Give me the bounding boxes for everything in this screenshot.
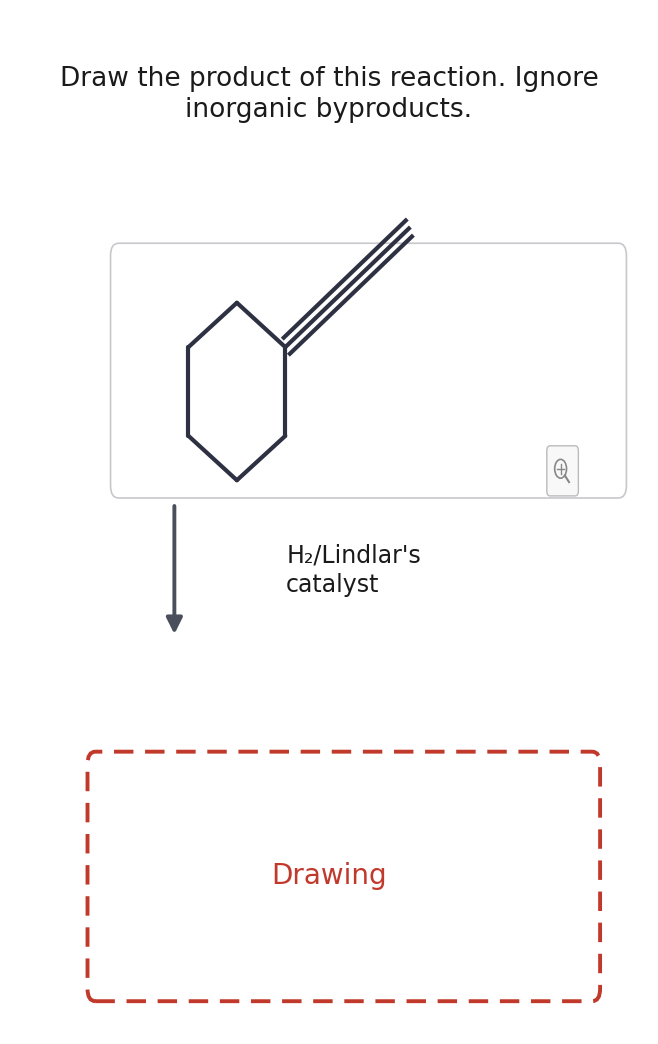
FancyBboxPatch shape	[111, 243, 626, 498]
Text: Draw the product of this reaction. Ignore: Draw the product of this reaction. Ignor…	[60, 67, 598, 92]
Text: H₂/Lindlar's: H₂/Lindlar's	[286, 544, 421, 567]
FancyBboxPatch shape	[88, 752, 600, 1001]
Text: Drawing: Drawing	[271, 862, 387, 891]
Text: inorganic byproducts.: inorganic byproducts.	[186, 97, 472, 122]
FancyBboxPatch shape	[547, 446, 578, 496]
Text: catalyst: catalyst	[286, 573, 380, 596]
